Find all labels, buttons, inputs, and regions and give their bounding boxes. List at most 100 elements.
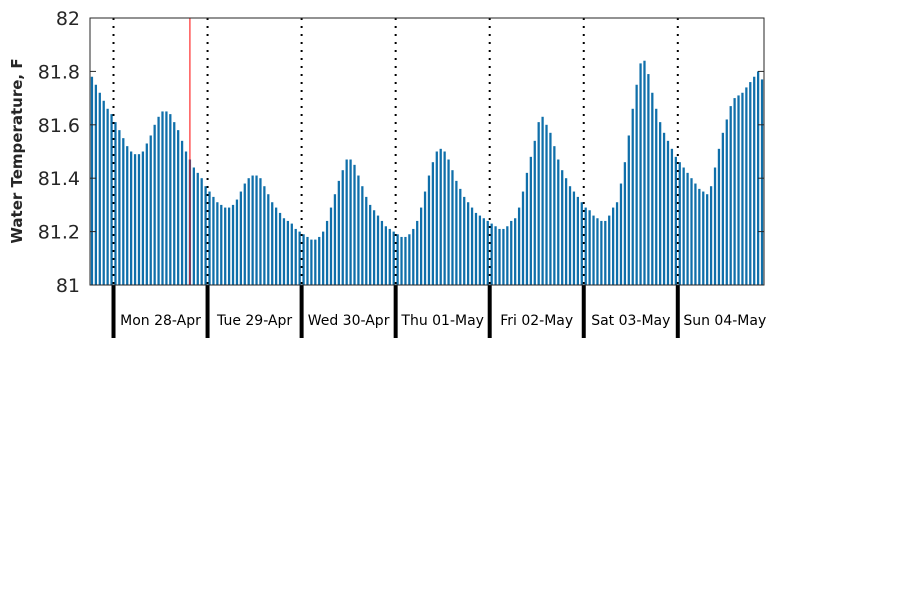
y-tick-label: 81.2 — [38, 222, 80, 244]
temperature-bar — [451, 170, 454, 285]
temperature-bar — [713, 167, 717, 285]
temperature-bar — [388, 228, 391, 285]
temperature-bar — [165, 111, 168, 285]
temperature-bar — [647, 74, 650, 285]
day-label: Sat 03-May — [591, 313, 670, 329]
temperature-bar — [247, 178, 250, 285]
temperature-bar — [643, 60, 646, 285]
temperature-bar — [533, 140, 536, 285]
temperature-bar — [753, 76, 756, 286]
temperature-bar — [259, 178, 262, 285]
temperature-bar — [196, 172, 199, 285]
temperature-bar — [576, 196, 579, 285]
temperature-bar — [133, 154, 137, 285]
temperature-bar — [419, 207, 423, 285]
temperature-bar — [529, 156, 532, 285]
temperature-bar — [341, 170, 344, 285]
temperature-bar — [702, 191, 705, 285]
temperature-bar — [592, 215, 595, 285]
temperature-bar — [314, 239, 317, 285]
temperature-bar — [298, 231, 301, 285]
temperature-bar — [588, 210, 591, 285]
temperature-bar — [286, 220, 290, 285]
temperature-bar — [380, 220, 384, 285]
temperature-bar — [659, 122, 662, 285]
temperature-bar — [208, 191, 211, 285]
temperature-bar — [517, 207, 521, 285]
y-tick-label: 82 — [56, 8, 80, 30]
temperature-bar — [290, 223, 293, 285]
temperature-bar — [478, 215, 482, 285]
temperature-bar — [231, 204, 235, 285]
day-label: Fri 02-May — [500, 313, 573, 329]
temperature-bar — [427, 175, 431, 285]
temperature-bar — [216, 202, 219, 285]
temperature-bar — [721, 132, 724, 285]
temperature-bar — [114, 122, 117, 285]
temperature-bar — [227, 207, 231, 285]
temperature-bar — [302, 234, 305, 285]
day-label: Thu 01-May — [400, 313, 484, 329]
temperature-bar — [662, 132, 666, 285]
day-label: Wed 30-Apr — [308, 313, 390, 329]
temperature-bar — [612, 207, 615, 285]
temperature-bar — [278, 212, 282, 285]
temperature-bar — [333, 194, 337, 285]
temperature-bar — [263, 186, 266, 285]
temperature-bar — [706, 194, 709, 285]
temperature-bar — [98, 92, 101, 285]
temperature-bar — [639, 63, 642, 285]
temperature-bar — [494, 226, 497, 285]
temperature-bar — [365, 196, 368, 285]
temperature-bar — [396, 234, 399, 285]
temperature-bar — [447, 159, 450, 285]
temperature-bar — [760, 79, 764, 285]
temperature-bar — [549, 132, 552, 285]
temperature-bar — [318, 236, 321, 285]
temperature-bar — [149, 135, 152, 285]
temperature-bar — [655, 108, 658, 285]
temperature-bar — [568, 186, 572, 285]
temperature-bar — [416, 220, 419, 285]
day-label: Mon 28-Apr — [120, 313, 201, 329]
temperature-bar — [502, 228, 505, 285]
temperature-bar — [184, 151, 188, 285]
temperature-bar — [463, 196, 466, 285]
temperature-bar — [126, 146, 129, 285]
temperature-bar — [235, 199, 239, 285]
temperature-bar — [521, 191, 525, 285]
temperature-bar — [251, 175, 254, 285]
temperature-bar — [435, 151, 438, 285]
temperature-bar — [553, 146, 556, 285]
temperature-bar — [490, 223, 493, 285]
temperature-bar — [361, 186, 364, 285]
temperature-bar — [404, 236, 407, 285]
temperature-bar — [674, 156, 677, 285]
temperature-bar — [137, 154, 141, 285]
temperature-bar — [741, 92, 744, 285]
temperature-bar — [212, 196, 215, 285]
temperature-bar — [709, 186, 713, 285]
temperature-bar — [557, 159, 560, 285]
temperature-bar — [169, 114, 172, 286]
temperature-bar — [470, 207, 474, 285]
temperature-bar — [372, 210, 376, 285]
temperature-bar — [161, 111, 164, 285]
temperature-bar — [439, 148, 442, 285]
temperature-bar — [177, 130, 180, 285]
temperature-bar — [698, 188, 701, 285]
temperature-bar — [384, 226, 387, 285]
y-axis-label: Water Temperature, F — [8, 58, 26, 243]
temperature-bar — [615, 202, 619, 285]
temperature-bar — [349, 159, 352, 285]
temperature-bar — [510, 220, 513, 285]
temperature-bar — [400, 236, 403, 285]
temperature-bar — [423, 191, 427, 285]
temperature-bar — [514, 218, 517, 285]
temperature-bar — [604, 220, 607, 285]
temperature-bar — [623, 162, 627, 285]
temperature-bar — [474, 212, 478, 285]
temperature-bar — [635, 84, 638, 285]
temperature-bar — [220, 204, 223, 285]
